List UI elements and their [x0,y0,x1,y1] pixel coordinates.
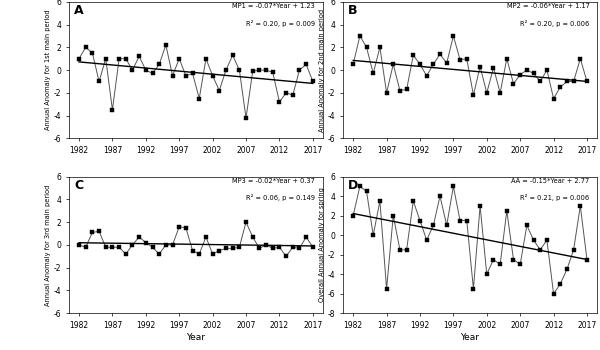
Y-axis label: Annual Anomaly for 2nd main period: Annual Anomaly for 2nd main period [319,8,325,132]
Text: B: B [348,5,358,18]
Text: R² = 0.21, p = 0.006: R² = 0.21, p = 0.006 [520,194,589,201]
Text: D: D [348,179,358,193]
Text: R² = 0.20, p = 0.006: R² = 0.20, p = 0.006 [520,20,589,27]
Text: R² = 0.06, p = 0.149: R² = 0.06, p = 0.149 [246,194,315,201]
Text: MP2 = -0.06*Year + 1.17: MP2 = -0.06*Year + 1.17 [506,3,589,9]
X-axis label: Year: Year [461,332,479,342]
X-axis label: Year: Year [187,332,205,342]
Y-axis label: Annual Anomaly for 1st main period: Annual Anomaly for 1st main period [45,10,51,130]
Text: MP3 = -0.02*Year + 0.37: MP3 = -0.02*Year + 0.37 [232,178,315,184]
Text: MP1 = -0.07*Year + 1.23: MP1 = -0.07*Year + 1.23 [232,3,315,9]
Y-axis label: Overall Annual Anomaly for spring: Overall Annual Anomaly for spring [319,188,325,302]
Text: C: C [74,179,83,193]
Text: A: A [74,5,84,18]
Text: AA = -0.15*Year + 2.77: AA = -0.15*Year + 2.77 [511,178,589,184]
Y-axis label: Annual Anomaly for 3rd main period: Annual Anomaly for 3rd main period [45,184,51,306]
Text: R² = 0.20, p = 0.009: R² = 0.20, p = 0.009 [246,20,315,27]
